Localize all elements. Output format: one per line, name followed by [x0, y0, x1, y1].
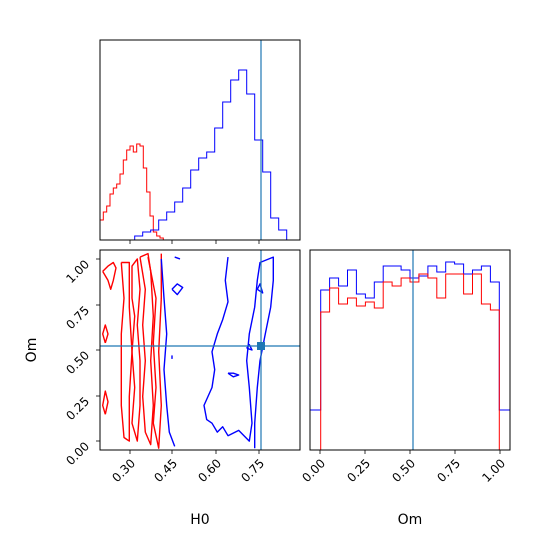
blue-contour-line: [160, 258, 176, 447]
blue-histogram-series: [134, 69, 295, 240]
x-axis-label-om: Om: [398, 512, 423, 528]
om-x-ticks: [319, 450, 501, 454]
joint-x-ticks: [129, 450, 260, 454]
x-axis-label-h0: H0: [190, 512, 209, 528]
h0-marginal-frame: [99, 39, 301, 241]
om-histograms: [310, 261, 510, 450]
truth-marker: [257, 342, 265, 350]
h0-marginal-panel: [99, 39, 301, 244]
red-histogram-series: [100, 143, 167, 240]
red-histogram-series: [320, 273, 500, 450]
y-axis-label-om: Om: [24, 338, 40, 363]
red-contour-line: [131, 258, 141, 442]
h0-marginal-ticks: [129, 240, 260, 244]
red-contour-line: [120, 261, 133, 442]
joint-y-ticks: [96, 258, 100, 442]
red-contour-line: [102, 261, 117, 290]
red-contour-line: [102, 390, 109, 415]
red-contour-line: [147, 253, 162, 449]
h0-histograms: [100, 69, 295, 240]
blue-contour-line: [227, 372, 240, 378]
red-contour-line: [102, 324, 109, 344]
blue-contour-line: [174, 256, 181, 260]
blue-contour-line: [203, 256, 274, 449]
blue-contour-line: [171, 283, 184, 296]
